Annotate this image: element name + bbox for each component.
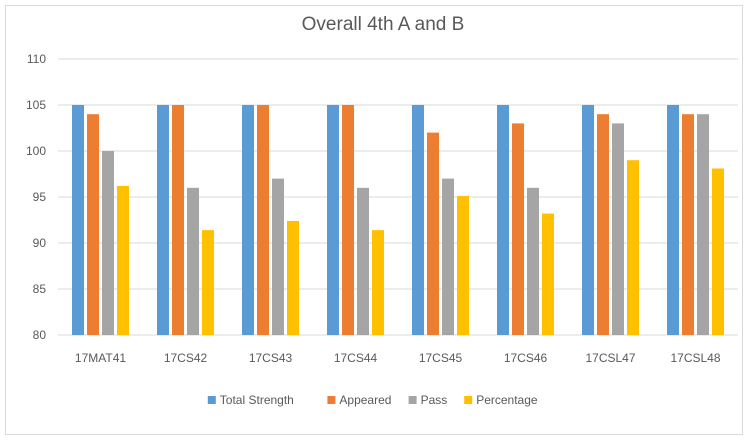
bar-pass-17cs44 (357, 187, 369, 335)
x-axis-ticks: 17MAT41 17CS42 17CS43 17CS44 17CS45 17CS46 17C… (75, 351, 721, 365)
legend-swatch-pass (408, 396, 417, 404)
x-tick-label: 17CSL48 (670, 351, 720, 365)
bar-appeared-17csl47 (597, 114, 609, 335)
x-tick-label: 17MAT41 (75, 351, 126, 365)
bar-pass-17csl48 (697, 114, 709, 335)
x-tick-label: 17CS46 (504, 351, 548, 365)
bar-percentage-17cs44 (372, 230, 384, 335)
legend-label: Pass (421, 393, 448, 407)
legend-label: Total Strength (220, 393, 294, 407)
y-tick-label: 100 (26, 144, 46, 158)
bar-percentage-17cs45 (457, 196, 469, 335)
legend: Total Strength Appeared Pass Percentage (207, 393, 538, 407)
bar-total-strength-17csl48 (667, 105, 679, 335)
bar-percentage-17mat41 (117, 185, 129, 335)
bar-total-strength-17cs45 (412, 105, 424, 335)
bar-percentage-17cs46 (542, 213, 554, 335)
legend-swatch-total-strength (207, 396, 216, 404)
bar-total-strength-17csl47 (582, 105, 594, 335)
bar-pass-17cs43 (272, 178, 284, 335)
x-tick-label: 17CS44 (334, 351, 378, 365)
x-tick-label: 17CS42 (164, 351, 208, 365)
bar-pass-17cs42 (187, 187, 199, 335)
bar-pass-17mat41 (102, 151, 114, 335)
bars (72, 105, 724, 336)
legend-label: Appeared (339, 393, 391, 407)
bar-total-strength-17mat41 (72, 105, 84, 335)
y-tick-label: 90 (33, 236, 47, 250)
y-tick-label: 110 (27, 52, 46, 66)
legend-swatch-appeared (327, 396, 336, 404)
bar-total-strength-17cs43 (242, 105, 254, 335)
bar-pass-17csl47 (612, 123, 624, 336)
bar-appeared-17cs42 (172, 105, 184, 335)
legend-label: Percentage (476, 393, 538, 407)
y-tick-label: 95 (33, 190, 47, 204)
gridlines (58, 58, 738, 336)
bar-percentage-17cs43 (287, 220, 299, 335)
chart-title: Overall 4th A and B (302, 14, 465, 35)
y-axis-ticks: 80 85 90 95 100 105 110 (26, 52, 46, 342)
bar-appeared-17cs45 (427, 132, 439, 335)
bar-appeared-17cs43 (257, 105, 269, 335)
bar-percentage-17cs42 (202, 230, 214, 335)
x-tick-label: 17CSL47 (585, 351, 635, 365)
bar-pass-17cs46 (527, 187, 539, 335)
bar-total-strength-17cs44 (327, 105, 339, 335)
bar-pass-17cs45 (442, 178, 454, 335)
bar-percentage-17csl48 (712, 168, 724, 335)
bar-appeared-17csl48 (682, 114, 694, 335)
legend-swatch-percentage (464, 396, 473, 404)
y-tick-label: 105 (26, 98, 46, 112)
x-tick-label: 17CS43 (249, 351, 293, 365)
bar-percentage-17csl47 (627, 160, 639, 335)
bar-total-strength-17cs42 (157, 105, 169, 335)
y-tick-label: 80 (33, 328, 47, 342)
bar-appeared-17cs44 (342, 105, 354, 335)
x-tick-label: 17CS45 (419, 351, 463, 365)
y-tick-label: 85 (33, 282, 47, 296)
bar-appeared-17cs46 (512, 123, 524, 336)
bar-appeared-17mat41 (87, 114, 99, 335)
bar-total-strength-17cs46 (497, 105, 509, 335)
